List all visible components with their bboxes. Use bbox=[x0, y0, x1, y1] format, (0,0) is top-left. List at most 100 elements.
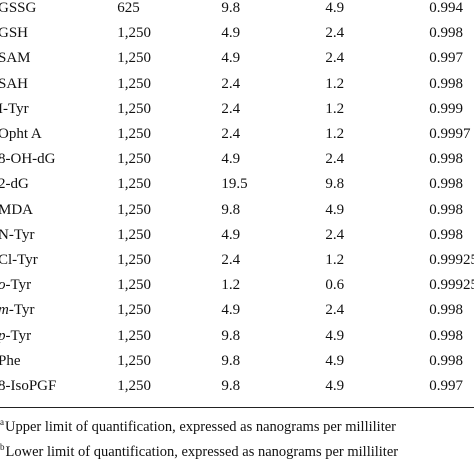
r2-value-cell: 0.998 bbox=[429, 352, 463, 369]
table-row: Cl-Tyr 1,250 2.4 1.2 0.99925 bbox=[0, 248, 474, 273]
isomer-prefix: p bbox=[0, 328, 6, 344]
footnote-a: aUpper limit of quantification, expresse… bbox=[0, 418, 474, 443]
table-row: MDA 1,250 9.8 4.9 0.998 bbox=[0, 198, 474, 223]
analyte-name-cell: SAM bbox=[0, 50, 31, 67]
uloq-value-cell: 1,250 bbox=[117, 25, 151, 42]
col3-value-cell: 2.4 bbox=[221, 100, 241, 117]
uloq-value-cell: 1,250 bbox=[117, 377, 151, 394]
analyte-name-cell: Phe bbox=[0, 352, 21, 369]
col4-value-cell: 4.9 bbox=[325, 0, 345, 17]
data-table-body: GSSG 625 9.8 4.9 0.994 GSH 1,250 4.9 2.4 0.998 SAM… bbox=[0, 0, 474, 399]
table-row: 8-OH-dG 1,250 4.9 2.4 0.998 bbox=[0, 147, 474, 172]
r2-value-cell: 0.998 bbox=[429, 176, 463, 193]
table-row: 8-IsoPGF 1,250 9.8 4.9 0.997 bbox=[0, 374, 474, 399]
col3-value-cell: 9.8 bbox=[221, 377, 241, 394]
uloq-value-cell: 1,250 bbox=[117, 176, 151, 193]
uloq-value-cell: 1,250 bbox=[117, 126, 151, 143]
analyte-name-cell: Opht A bbox=[0, 126, 42, 143]
col3-value-cell: 1.2 bbox=[221, 277, 241, 294]
table-row: GSH 1,250 4.9 2.4 0.998 bbox=[0, 21, 474, 46]
analyte-name-cell: Cl-Tyr bbox=[0, 251, 38, 268]
r2-value-cell: 0.99925 bbox=[429, 277, 474, 294]
col3-value-cell: 4.9 bbox=[221, 50, 241, 67]
table-row: SAH 1,250 2.4 1.2 0.998 bbox=[0, 72, 474, 97]
analyte-name-cell: N-Tyr bbox=[0, 226, 35, 243]
col4-value-cell: 2.4 bbox=[325, 226, 345, 243]
analyte-name-cell: m-Tyr bbox=[0, 298, 117, 323]
col4-value-cell: 2.4 bbox=[325, 151, 345, 168]
uloq-value-cell: 1,250 bbox=[117, 201, 151, 218]
r2-value-cell: 0.998 bbox=[429, 151, 463, 168]
uloq-value-cell: 1,250 bbox=[117, 151, 151, 168]
uloq-value-cell: 1,250 bbox=[117, 251, 151, 268]
r2-value-cell: 0.998 bbox=[429, 75, 463, 92]
col4-value-cell: 1.2 bbox=[325, 100, 345, 117]
r2-value-cell: 0.9997 bbox=[429, 126, 471, 143]
analyte-name-cell: p-Tyr bbox=[0, 323, 117, 348]
col3-value-cell: 2.4 bbox=[221, 75, 241, 92]
table-row: I-Tyr 1,250 2.4 1.2 0.999 bbox=[0, 97, 474, 122]
col4-value-cell: 2.4 bbox=[325, 25, 345, 42]
col3-value-cell: 4.9 bbox=[221, 226, 241, 243]
col4-value-cell: 4.9 bbox=[325, 201, 345, 218]
r2-value-cell: 0.997 bbox=[429, 377, 463, 394]
analyte-name-cell: 8-IsoPGF bbox=[0, 377, 57, 394]
table-row: Opht A 1,250 2.4 1.2 0.9997 bbox=[0, 122, 474, 147]
footnotes: aUpper limit of quantification, expresse… bbox=[0, 418, 474, 468]
col4-value-cell: 2.4 bbox=[325, 302, 345, 319]
uloq-value-cell: 1,250 bbox=[117, 352, 151, 369]
col3-value-cell: 19.5 bbox=[221, 176, 248, 193]
uloq-value-cell: 625 bbox=[117, 0, 140, 17]
col4-value-cell: 1.2 bbox=[325, 126, 345, 143]
r2-value-cell: 0.99925 bbox=[429, 251, 474, 268]
uloq-value-cell: 1,250 bbox=[117, 327, 151, 344]
footnote-a-mark: a bbox=[0, 417, 4, 427]
col3-value-cell: 4.9 bbox=[221, 25, 241, 42]
r2-value-cell: 0.999 bbox=[429, 100, 463, 117]
uloq-value-cell: 1,250 bbox=[117, 302, 151, 319]
r2-value-cell: 0.998 bbox=[429, 25, 463, 42]
col3-value-cell: 2.4 bbox=[221, 126, 241, 143]
analyte-name-cell: SAH bbox=[0, 75, 29, 92]
r2-value-cell: 0.998 bbox=[429, 327, 463, 344]
uloq-value-cell: 1,250 bbox=[117, 75, 151, 92]
r2-value-cell: 0.998 bbox=[429, 201, 463, 218]
col3-value-cell: 4.9 bbox=[221, 302, 241, 319]
data-table-container: GSSG 625 9.8 4.9 0.994 GSH 1,250 4.9 2.4 0.998 SAM… bbox=[0, 0, 474, 399]
uloq-value-cell: 1,250 bbox=[117, 277, 151, 294]
analyte-name-cell: GSSG bbox=[0, 0, 37, 17]
table-row: Phe 1,250 9.8 4.9 0.998 bbox=[0, 349, 474, 374]
analyte-name-cell: o-Tyr bbox=[0, 273, 117, 298]
table-row: N-Tyr 1,250 4.9 2.4 0.998 bbox=[0, 223, 474, 248]
col4-value-cell: 9.8 bbox=[325, 176, 345, 193]
col3-value-cell: 4.9 bbox=[221, 151, 241, 168]
r2-value-cell: 0.994 bbox=[429, 0, 463, 17]
analyte-name-cell: MDA bbox=[0, 201, 34, 218]
table-bottom-rule bbox=[0, 407, 474, 408]
col3-value-cell: 9.8 bbox=[221, 0, 241, 17]
uloq-value-cell: 1,250 bbox=[117, 100, 151, 117]
r2-value-cell: 0.998 bbox=[429, 302, 463, 319]
table-row: GSSG 625 9.8 4.9 0.994 bbox=[0, 0, 474, 21]
col4-value-cell: 1.2 bbox=[325, 251, 345, 268]
col3-value-cell: 9.8 bbox=[221, 352, 241, 369]
footnote-b-mark: b bbox=[0, 442, 5, 452]
col3-value-cell: 2.4 bbox=[221, 251, 241, 268]
col4-value-cell: 0.6 bbox=[325, 277, 345, 294]
analyte-name-cell: GSH bbox=[0, 25, 29, 42]
isomer-prefix: m bbox=[0, 302, 9, 318]
table-row: SAM 1,250 4.9 2.4 0.997 bbox=[0, 46, 474, 71]
footnote-b: bLower limit of quantification, expresse… bbox=[0, 443, 474, 468]
col4-value-cell: 1.2 bbox=[325, 75, 345, 92]
analyte-name-cell: 2-dG bbox=[0, 176, 29, 193]
r2-value-cell: 0.998 bbox=[429, 226, 463, 243]
analyte-name-cell: I-Tyr bbox=[0, 100, 29, 117]
col4-value-cell: 4.9 bbox=[325, 327, 345, 344]
col4-value-cell: 2.4 bbox=[325, 50, 345, 67]
table-row: 2-dG 1,250 19.5 9.8 0.998 bbox=[0, 172, 474, 197]
col4-value-cell: 4.9 bbox=[325, 352, 345, 369]
col3-value-cell: 9.8 bbox=[221, 327, 241, 344]
